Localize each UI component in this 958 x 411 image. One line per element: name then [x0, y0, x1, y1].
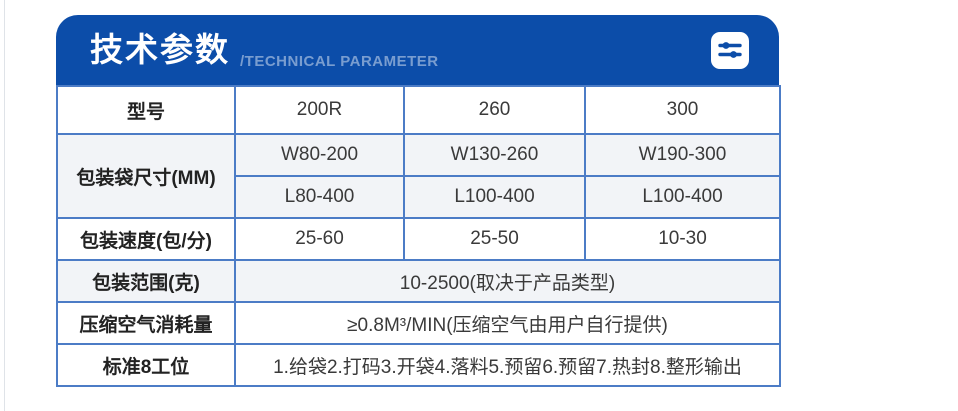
cell-model-value-1: 200R — [234, 85, 405, 135]
cell-air-label: 压缩空气消耗量 — [56, 301, 236, 345]
parameter-table: 型号 200R 260 300 包装袋尺寸(MM) W80-200 W130-2… — [56, 85, 781, 387]
cell-speed-value-3: 10-30 — [584, 217, 781, 261]
cell-speed-value-1: 25-60 — [234, 217, 405, 261]
cell-speed-label: 包装速度(包/分) — [56, 217, 236, 261]
cell-model-label: 型号 — [56, 85, 236, 135]
row-stations: 标准8工位 1.给袋2.打码3.开袋4.落料5.预留6.预留7.热封8.整形输出 — [56, 343, 781, 387]
cell-bag-size-label: 包装袋尺寸(MM) — [56, 133, 236, 219]
cell-bag-width-1: W80-200 — [234, 133, 405, 177]
sliders-icon — [711, 31, 749, 69]
card-subtitle: /TECHNICAL PARAMETER — [240, 53, 439, 70]
technical-parameter-card: 技术参数 /TECHNICAL PARAMETER 型号 — [56, 15, 781, 387]
row-air: 压缩空气消耗量 ≥0.8M³/MIN(压缩空气由用户自行提供) — [56, 301, 781, 345]
cell-stations-value: 1.给袋2.打码3.开袋4.落料5.预留6.预留7.热封8.整形输出 — [234, 343, 781, 387]
cell-bag-width-3: W190-300 — [584, 133, 781, 177]
cell-bag-length-3: L100-400 — [584, 175, 781, 219]
cell-bag-width-2: W130-260 — [403, 133, 586, 177]
row-speed: 包装速度(包/分) 25-60 25-50 10-30 — [56, 217, 781, 261]
row-bag-length: L80-400 L100-400 L100-400 — [57, 175, 781, 219]
card-title: 技术参数 — [90, 31, 230, 68]
card-header: 技术参数 /TECHNICAL PARAMETER — [56, 15, 779, 85]
cell-speed-value-2: 25-50 — [403, 217, 586, 261]
cell-model-value-3: 300 — [584, 85, 781, 135]
cell-range-label: 包装范围(克) — [56, 259, 236, 303]
row-range: 包装范围(克) 10-2500(取决于产品类型) — [56, 259, 781, 303]
row-bag-width: 包装袋尺寸(MM) W80-200 W130-260 W190-300 — [56, 133, 781, 219]
cell-bag-length-2: L100-400 — [403, 175, 586, 219]
cell-stations-label: 标准8工位 — [56, 343, 236, 387]
cell-range-value: 10-2500(取决于产品类型) — [234, 259, 781, 303]
page-edge-divider — [4, 0, 5, 411]
row-model: 型号 200R 260 300 — [56, 85, 781, 135]
cell-model-value-2: 260 — [403, 85, 586, 135]
cell-bag-length-1: L80-400 — [234, 175, 405, 219]
cell-air-value: ≥0.8M³/MIN(压缩空气由用户自行提供) — [234, 301, 781, 345]
